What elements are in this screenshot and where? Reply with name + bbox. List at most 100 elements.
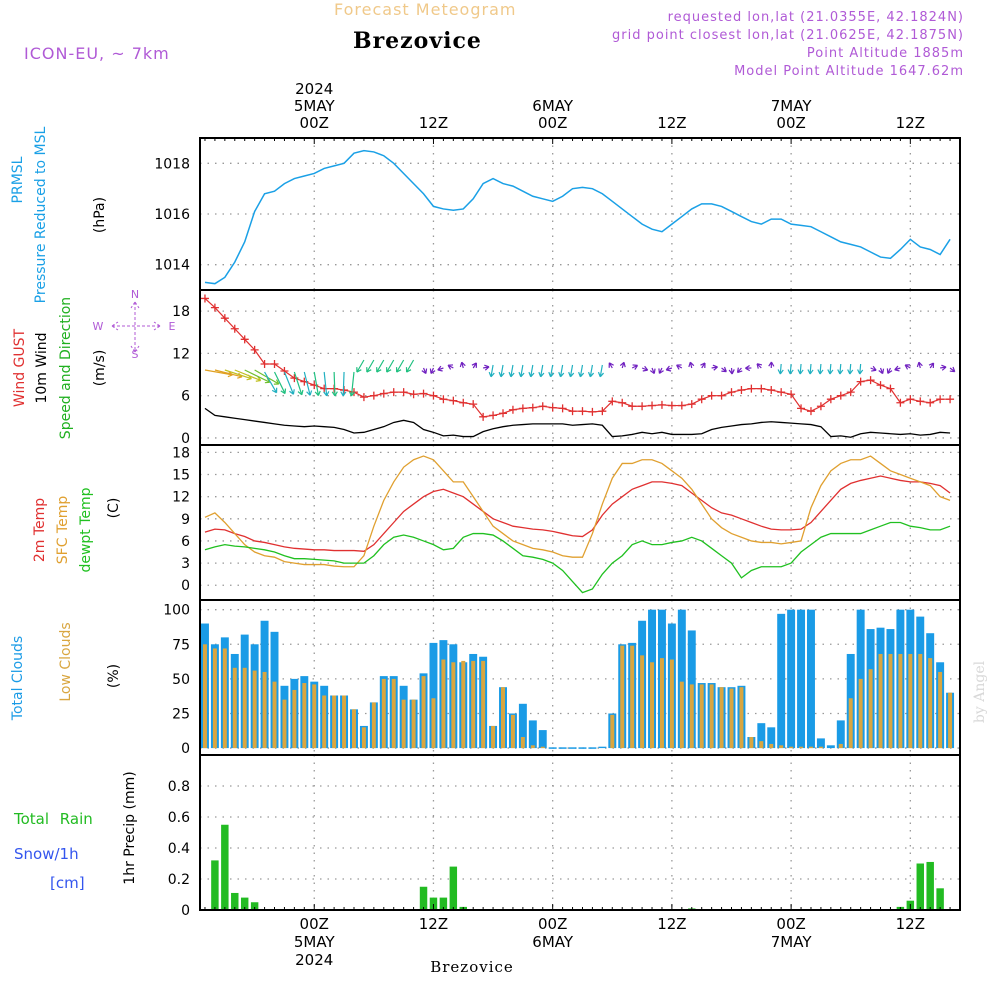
low-cloud-bar bbox=[838, 743, 843, 749]
low-cloud-bar bbox=[729, 688, 734, 749]
wind-direction-arrow bbox=[878, 367, 885, 375]
low-cloud-bar bbox=[709, 684, 714, 749]
rain-bar bbox=[231, 892, 239, 910]
wind-direction-arrow bbox=[508, 364, 515, 378]
gust-marker bbox=[568, 407, 577, 416]
gust-marker bbox=[936, 395, 945, 404]
wind-direction-arrow bbox=[608, 362, 614, 369]
meteogram-subtitle: Forecast Meteogram bbox=[334, 0, 517, 19]
gust-marker bbox=[260, 359, 269, 368]
gust-marker bbox=[240, 335, 249, 344]
wind-direction-arrow bbox=[471, 362, 477, 369]
y-tick-label: 1014 bbox=[154, 258, 190, 274]
model-altitude: Model Point Altitude 1647.62m bbox=[734, 64, 964, 79]
total-cloud-bar bbox=[538, 730, 547, 749]
y-tick-label: 12 bbox=[172, 490, 190, 506]
wind-direction-arrow bbox=[587, 364, 595, 378]
low-cloud-bar bbox=[719, 687, 724, 749]
wind-direction-arrow bbox=[331, 371, 338, 397]
watermark-label: by Angel bbox=[972, 660, 988, 723]
gust-marker bbox=[826, 395, 835, 404]
snow-axis-label: Snow/1h bbox=[14, 845, 79, 863]
y-tick-label: 18 bbox=[172, 445, 190, 461]
low-cloud-bar bbox=[779, 745, 784, 749]
rain-bar bbox=[916, 863, 924, 910]
y-tick-label: 0.8 bbox=[168, 779, 190, 795]
low-cloud-bar bbox=[659, 658, 664, 749]
gust-marker bbox=[667, 401, 676, 410]
y-tick-label: 12 bbox=[172, 346, 190, 362]
low-cloud-bar bbox=[868, 669, 873, 749]
wind-direction-arrow bbox=[429, 367, 436, 374]
gust-marker bbox=[320, 384, 329, 393]
low-cloud-bar bbox=[332, 695, 337, 749]
rain-bar bbox=[926, 861, 934, 910]
wind-direction-arrow bbox=[949, 366, 956, 373]
gust-marker bbox=[816, 402, 825, 411]
wind-direction-arrow bbox=[356, 359, 365, 373]
gust-marker bbox=[608, 397, 617, 406]
compass-north: N bbox=[131, 288, 139, 301]
gust-marker bbox=[916, 397, 925, 406]
low-cloud-bar bbox=[610, 714, 615, 749]
total-cloud-bar bbox=[787, 609, 796, 749]
wind-direction-arrow bbox=[857, 363, 864, 375]
gust-marker bbox=[489, 411, 498, 420]
low-cloud-bar bbox=[232, 667, 237, 749]
wind-direction-arrow bbox=[665, 365, 673, 372]
gust-marker bbox=[687, 400, 696, 409]
low-cloud-bar bbox=[699, 684, 704, 749]
low-cloud-bar bbox=[322, 695, 327, 749]
temp-2m-line bbox=[204, 475, 951, 552]
wind-gust-line bbox=[204, 298, 951, 418]
gust-marker bbox=[757, 384, 766, 393]
gust-marker bbox=[598, 407, 607, 416]
wind-direction-arrow bbox=[264, 371, 278, 394]
compass-rose-icon bbox=[111, 301, 161, 353]
gust-marker bbox=[200, 294, 209, 303]
requested-location: requested lon,lat (21.0355E, 42.1824N) bbox=[667, 10, 964, 25]
low-cloud-bar bbox=[262, 671, 267, 749]
low-cloud-bar bbox=[938, 671, 943, 749]
time-axis-label-top: 00Z bbox=[300, 114, 329, 132]
gust-marker bbox=[767, 386, 776, 395]
gust-marker bbox=[866, 376, 875, 385]
low-cloud-bar bbox=[878, 653, 883, 749]
temp-sfc-axis-label: SFC Temp bbox=[55, 496, 71, 565]
total-cloud-bar bbox=[598, 746, 607, 749]
rain-bar bbox=[439, 897, 448, 910]
wind-direction-arrow bbox=[597, 364, 605, 378]
low-cloud-bar bbox=[888, 653, 893, 749]
wind-direction-arrow bbox=[711, 364, 718, 371]
gust-marker bbox=[210, 303, 219, 312]
low-cloud-bar bbox=[222, 648, 227, 749]
time-axis-label-bottom: 5MAY bbox=[294, 933, 336, 951]
wind-direction-arrow bbox=[498, 364, 505, 378]
wind-direction-arrow bbox=[700, 362, 706, 369]
wind-direction-arrow bbox=[548, 364, 555, 378]
wind-direction-arrow bbox=[538, 364, 545, 378]
time-axis-label-top: 6MAY bbox=[532, 97, 574, 115]
grid-point-location: grid point closest lon,lat (21.0625E, 42… bbox=[612, 28, 964, 43]
gust-marker bbox=[359, 393, 368, 402]
gust-marker bbox=[836, 391, 845, 400]
rain-bar bbox=[221, 824, 229, 910]
gust-marker bbox=[648, 401, 657, 410]
time-axis-label-top: 2024 bbox=[295, 80, 333, 98]
gust-marker bbox=[896, 398, 905, 407]
gust-marker bbox=[230, 324, 239, 333]
gust-marker bbox=[677, 401, 686, 410]
gust-marker bbox=[946, 395, 955, 404]
wind-direction-arrow bbox=[768, 361, 775, 369]
low-cloud-bar bbox=[928, 658, 933, 749]
time-axis-label-top: 00Z bbox=[776, 114, 805, 132]
low-cloud-bar bbox=[212, 648, 217, 749]
pressure-line bbox=[204, 149, 951, 285]
wind-speed-line bbox=[204, 407, 951, 438]
wind-direction-arrow bbox=[273, 371, 287, 395]
wind-direction-arrow bbox=[894, 365, 901, 372]
temp-sfc-line bbox=[204, 455, 951, 568]
low-cloud-bar bbox=[401, 699, 406, 749]
y-tick-label: 0.4 bbox=[168, 841, 190, 857]
